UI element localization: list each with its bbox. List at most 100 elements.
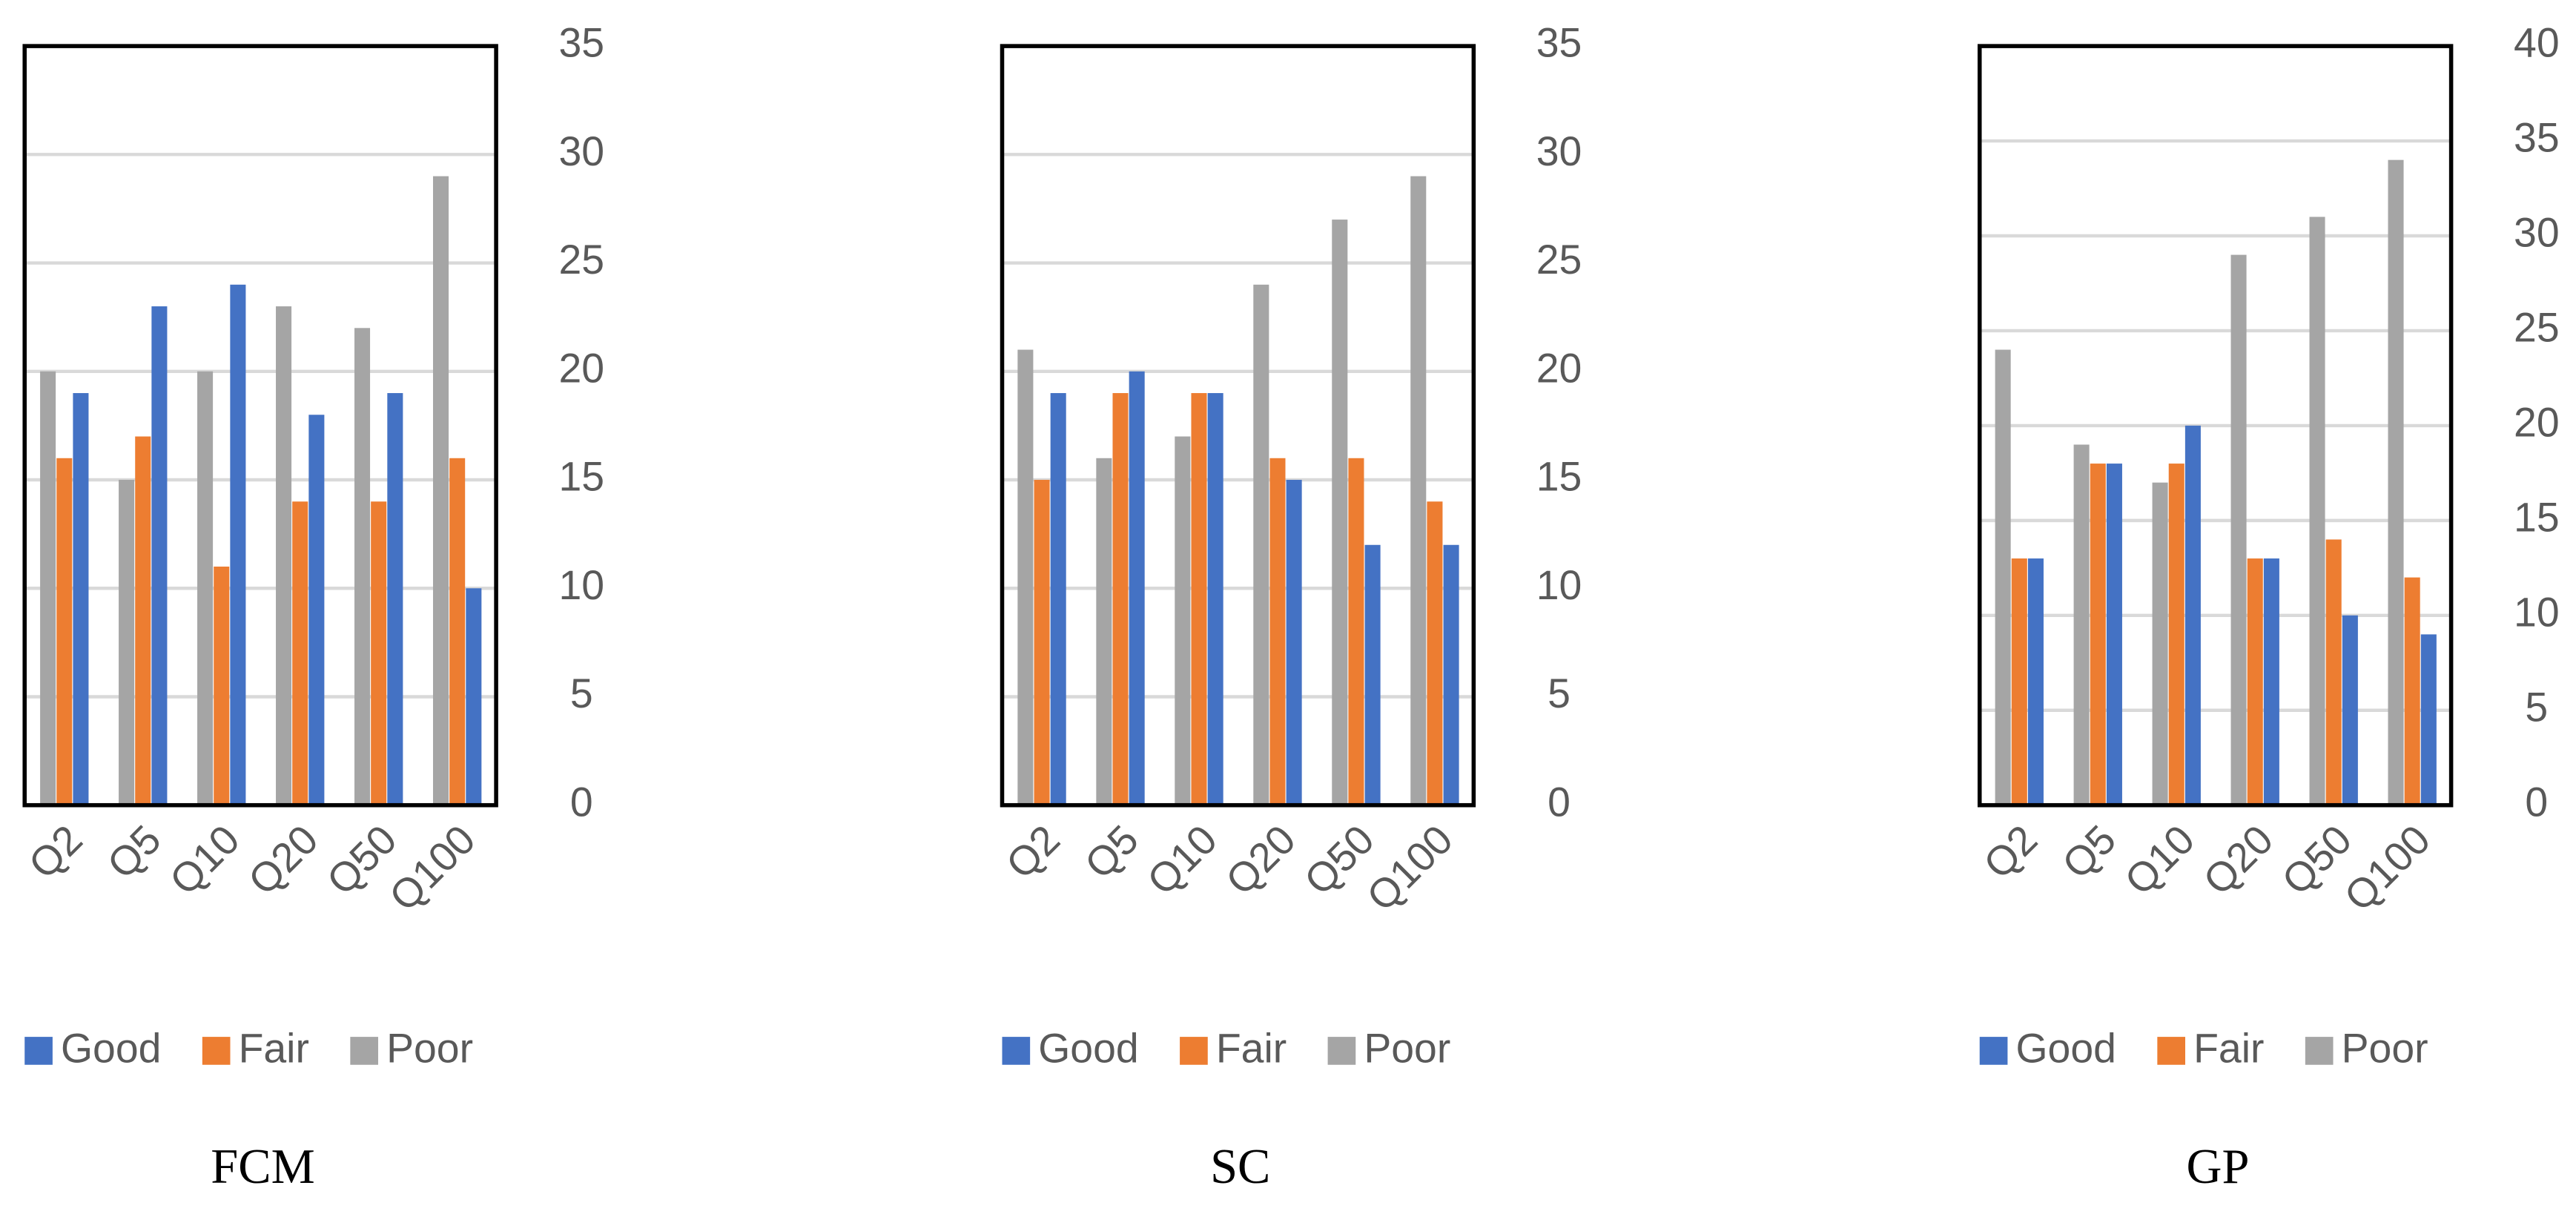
legend-swatch [1002, 1037, 1031, 1065]
y-tick-label: 5 [1548, 670, 1571, 716]
bar [2388, 159, 2404, 805]
y-tick-label: 15 [2514, 494, 2560, 540]
x-tick-label: Q10 [2116, 817, 2203, 904]
bar [2325, 539, 2342, 805]
bar [2230, 254, 2247, 805]
x-tick-label: Q100 [1358, 817, 1462, 920]
bar [1112, 393, 1129, 805]
chart-title: GP [2187, 1140, 2250, 1194]
bar [1207, 393, 1223, 805]
bar [2342, 615, 2358, 805]
y-tick-label: 5 [570, 670, 593, 716]
bar [2090, 464, 2106, 805]
bar [214, 567, 230, 805]
x-tick-label: Q20 [240, 817, 327, 904]
bar [276, 306, 292, 805]
bar [1443, 544, 1459, 805]
bar [73, 393, 89, 805]
x-tick-label: Q100 [380, 817, 484, 920]
y-tick-label: 35 [2514, 115, 2560, 161]
y-tick-label: 0 [2525, 779, 2548, 825]
y-tick-label: 10 [2514, 589, 2560, 635]
bar [230, 284, 246, 805]
bar [1410, 176, 1427, 805]
bar [1129, 371, 1145, 805]
bar [40, 371, 56, 805]
y-tick-label: 30 [1536, 128, 1582, 174]
y-tick-label: 25 [559, 237, 605, 283]
bar [1175, 436, 1191, 805]
bar [2168, 464, 2184, 805]
bar [1995, 349, 2011, 805]
bar [2247, 558, 2263, 805]
bar [371, 501, 387, 805]
bar [135, 436, 151, 805]
legend-swatch [350, 1037, 379, 1065]
bar [2027, 558, 2044, 805]
chart-title: FCM [211, 1140, 314, 1194]
legend-label: Good [1038, 1026, 1138, 1072]
bar [2073, 444, 2090, 805]
plot-frame [22, 44, 498, 808]
bar [1427, 501, 1443, 805]
y-tick-label: 40 [2514, 20, 2560, 66]
plot-frame [1977, 44, 2454, 808]
legend-label: Fair [239, 1026, 309, 1072]
y-tick-label: 35 [1536, 20, 1582, 66]
bar [2263, 558, 2279, 805]
x-tick-label: Q2 [20, 817, 91, 888]
bar [2309, 217, 2325, 805]
bar [1348, 458, 1364, 805]
bar [1332, 220, 1348, 805]
legend-label: Fair [2193, 1026, 2264, 1072]
bar [1096, 458, 1112, 805]
y-tick-label: 0 [1548, 779, 1571, 825]
y-tick-label: 10 [1536, 562, 1582, 608]
bar [1191, 393, 1207, 805]
bar [308, 415, 325, 805]
legend-label: Poor [1364, 1026, 1450, 1072]
x-tick-label: Q10 [161, 817, 248, 904]
bar [387, 393, 403, 805]
bar [1253, 284, 1269, 805]
bar [119, 480, 135, 805]
y-tick-label: 20 [2514, 400, 2560, 446]
y-tick-label: 25 [2514, 305, 2560, 351]
legend-label: Fair [1216, 1026, 1287, 1072]
x-tick-label: Q2 [1975, 817, 2046, 888]
bar [2106, 464, 2122, 805]
legend-swatch [2305, 1037, 2334, 1065]
bar [466, 588, 482, 805]
bar [2404, 577, 2420, 805]
legend-swatch [2157, 1037, 2186, 1065]
y-tick-label: 5 [2525, 684, 2548, 730]
y-tick-label: 30 [559, 128, 605, 174]
x-tick-label: Q5 [99, 817, 170, 888]
x-tick-label: Q10 [1138, 817, 1226, 904]
plot-frame [1000, 44, 1476, 808]
legend-swatch [202, 1037, 231, 1065]
bar [2184, 425, 2201, 805]
x-tick-label: Q5 [1076, 817, 1147, 888]
y-tick-label: 35 [559, 20, 605, 66]
bar [1364, 544, 1381, 805]
bar [1017, 349, 1034, 805]
legend-swatch [1180, 1037, 1208, 1065]
legend-swatch [24, 1037, 53, 1065]
x-tick-label: Q5 [2053, 817, 2124, 888]
chart-title: SC [1210, 1140, 1270, 1194]
legend-label: Good [61, 1026, 161, 1072]
legend-swatch [1979, 1037, 2008, 1065]
bar [1050, 393, 1066, 805]
bar [1286, 480, 1302, 805]
y-tick-label: 10 [559, 562, 605, 608]
y-tick-label: 0 [570, 779, 593, 825]
bar [151, 306, 168, 805]
y-tick-label: 15 [1536, 454, 1582, 500]
legend-label: Poor [386, 1026, 473, 1072]
bar [354, 328, 371, 805]
bar [449, 458, 466, 805]
bar [1269, 458, 1286, 805]
